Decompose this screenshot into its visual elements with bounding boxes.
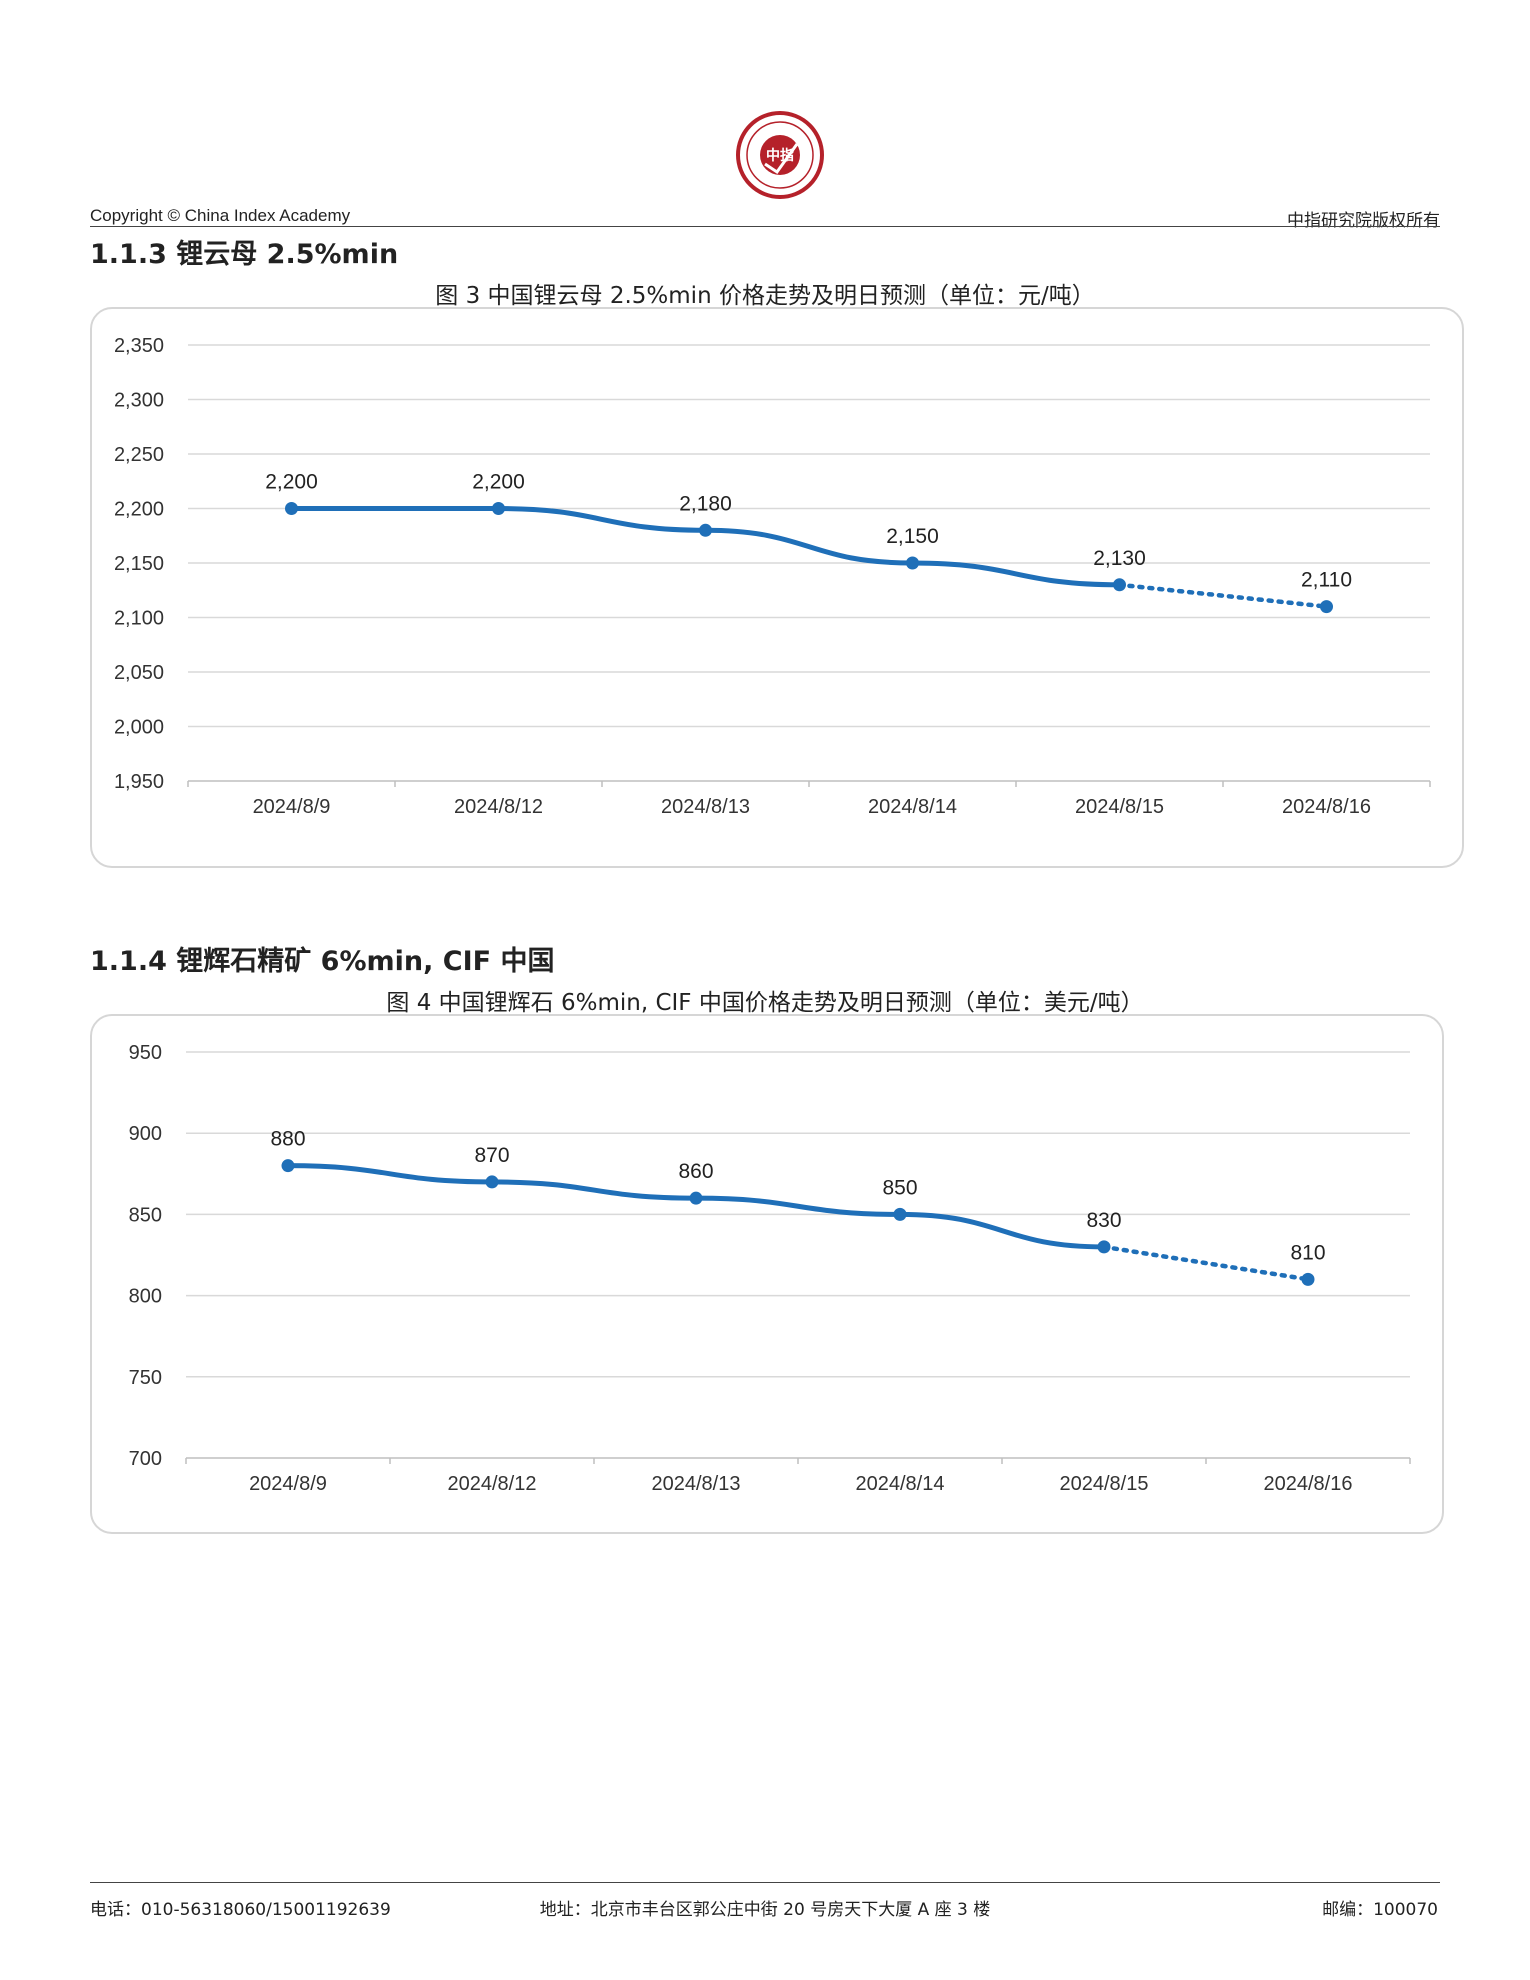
- chart-frame-lepidolite: 1,950 2,000 2,050 2,100 2,150 2,200 2,250 2,300…: [90, 307, 1464, 868]
- x-tick-label: 2024/8/13: [652, 1473, 741, 1495]
- chart-title-lepidolite: 图 3 中国锂云母 2.5%min 价格走势及明日预测（单位：元/吨）: [435, 283, 1095, 309]
- footer-postcode: 邮编：100070: [1322, 1900, 1438, 1920]
- data-point: [1301, 1272, 1315, 1286]
- forecast-line: [1101, 1244, 1311, 1282]
- data-point: [281, 1159, 295, 1173]
- series-line: [289, 506, 1122, 588]
- data-label: 810: [1290, 1241, 1325, 1264]
- y-tick-label: 1,950: [114, 771, 164, 793]
- data-label: 880: [270, 1128, 305, 1151]
- y-tick-label: 950: [129, 1042, 162, 1064]
- y-tick-label: 2,050: [114, 662, 164, 684]
- y-tick-label: 2,000: [114, 717, 164, 739]
- data-label: 2,180: [679, 492, 732, 515]
- footer-address: 地址：北京市丰台区郭公庄中街 20 号房天下大厦 A 座 3 楼: [539, 1900, 991, 1920]
- data-point: [285, 502, 298, 515]
- data-label: 2,130: [1093, 547, 1146, 570]
- footer-divider: [90, 1882, 1440, 1883]
- y-tick-label: 2,350: [114, 335, 164, 357]
- y-tick-label: 2,300: [114, 390, 164, 412]
- chart-frame-spodumene: 700 750 800 850 900 950 2024/8/9 2024/8/12 2024/…: [90, 1014, 1444, 1534]
- svg-text:中指: 中指: [766, 147, 794, 164]
- x-tick-label: 2024/8/15: [1075, 796, 1164, 818]
- y-tick-label: 2,100: [114, 608, 164, 630]
- x-tick-label: 2024/8/16: [1282, 796, 1371, 818]
- data-point: [1320, 600, 1333, 614]
- data-label: 860: [678, 1160, 713, 1183]
- x-tick-label: 2024/8/13: [661, 796, 750, 818]
- chart-spodumene: 700 750 800 850 900 950 2024/8/9 2024/8/12 2024/…: [129, 1042, 1411, 1495]
- data-label: 2,150: [886, 525, 939, 548]
- x-tick-label: 2024/8/12: [448, 1473, 537, 1495]
- copyright-text: Copyright © China Index Academy: [90, 206, 351, 225]
- header-divider: [90, 226, 1440, 227]
- data-point: [492, 502, 505, 515]
- x-tick-label: 2024/8/9: [253, 796, 331, 818]
- chart-lepidolite: 1,950 2,000 2,050 2,100 2,150 2,200 2,250 2,300…: [114, 335, 1431, 818]
- data-point: [893, 1207, 907, 1221]
- y-tick-label: 900: [129, 1123, 162, 1145]
- section-title-lepidolite: 1.1.3 锂云母 2.5%min: [90, 239, 399, 270]
- y-tick-label: 850: [129, 1204, 162, 1226]
- x-tick-label: 2024/8/14: [856, 1473, 945, 1495]
- china-index-academy-logo: 中指: [736, 111, 824, 199]
- y-tick-label: 750: [129, 1367, 162, 1389]
- x-tick-label: 2024/8/15: [1060, 1473, 1149, 1495]
- rights-text: 中指研究院版权所有: [1287, 211, 1440, 231]
- section-title-spodumene: 1.1.4 锂辉石精矿 6%min, CIF 中国: [90, 946, 555, 977]
- y-tick-label: 2,250: [114, 444, 164, 466]
- chart-title-spodumene: 图 4 中国锂辉石 6%min, CIF 中国价格走势及明日预测（单位：美元/吨…: [386, 990, 1144, 1016]
- data-point: [1113, 578, 1126, 592]
- x-tick-label: 2024/8/12: [454, 796, 543, 818]
- data-label: 850: [882, 1176, 917, 1199]
- x-tick-label: 2024/8/9: [249, 1473, 327, 1495]
- data-label: 2,200: [472, 471, 525, 494]
- y-tick-label: 800: [129, 1286, 162, 1308]
- data-point: [906, 556, 919, 570]
- data-point: [699, 523, 712, 537]
- y-tick-label: 700: [129, 1448, 162, 1470]
- forecast-line: [1117, 582, 1329, 609]
- footer-phone: 电话：010-56318060/15001192639: [90, 1900, 391, 1920]
- data-label: 830: [1086, 1209, 1121, 1232]
- y-tick-label: 2,200: [114, 499, 164, 521]
- data-label: 2,110: [1301, 569, 1352, 592]
- x-tick-label: 2024/8/14: [868, 796, 957, 818]
- data-label: 870: [474, 1144, 509, 1167]
- data-label: 2,200: [265, 471, 318, 494]
- y-tick-label: 2,150: [114, 553, 164, 575]
- x-tick-label: 2024/8/16: [1264, 1473, 1353, 1495]
- data-point: [689, 1191, 703, 1205]
- data-point: [1097, 1240, 1111, 1254]
- data-point: [485, 1175, 499, 1189]
